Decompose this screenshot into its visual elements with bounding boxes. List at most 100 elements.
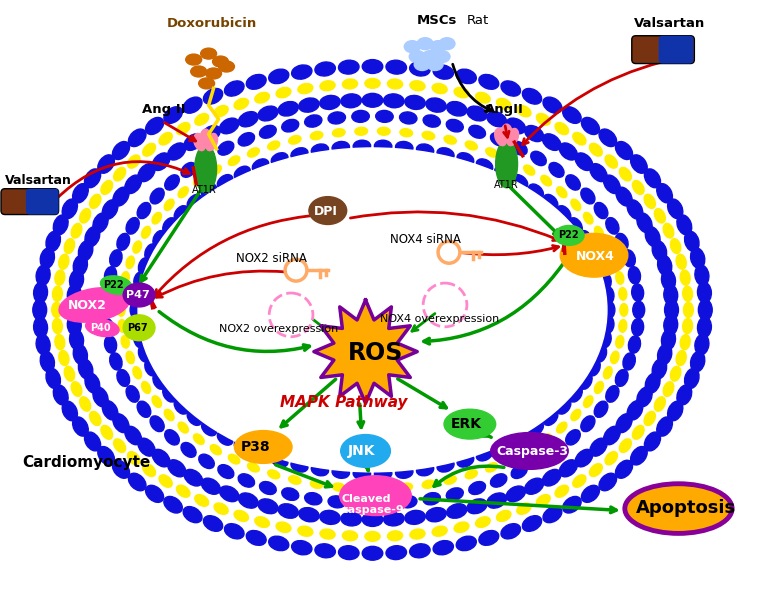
Ellipse shape bbox=[353, 140, 371, 152]
Ellipse shape bbox=[183, 97, 202, 113]
Ellipse shape bbox=[291, 65, 312, 79]
Ellipse shape bbox=[698, 317, 712, 337]
Ellipse shape bbox=[355, 485, 368, 492]
Ellipse shape bbox=[72, 223, 82, 238]
Ellipse shape bbox=[631, 446, 647, 465]
Ellipse shape bbox=[479, 74, 498, 90]
Ellipse shape bbox=[164, 409, 174, 421]
Ellipse shape bbox=[495, 128, 507, 145]
Ellipse shape bbox=[126, 351, 135, 363]
Ellipse shape bbox=[128, 155, 140, 168]
Ellipse shape bbox=[143, 143, 155, 156]
Ellipse shape bbox=[134, 272, 146, 289]
Ellipse shape bbox=[86, 319, 119, 336]
Ellipse shape bbox=[309, 197, 347, 224]
Ellipse shape bbox=[511, 465, 527, 478]
Ellipse shape bbox=[556, 422, 567, 433]
Ellipse shape bbox=[505, 454, 517, 464]
Ellipse shape bbox=[55, 335, 65, 350]
Ellipse shape bbox=[164, 175, 180, 190]
Ellipse shape bbox=[457, 454, 474, 467]
Ellipse shape bbox=[517, 503, 531, 514]
Text: AT1R: AT1R bbox=[192, 185, 216, 195]
Ellipse shape bbox=[599, 473, 616, 491]
Ellipse shape bbox=[218, 174, 233, 189]
Ellipse shape bbox=[253, 159, 269, 172]
Ellipse shape bbox=[365, 78, 380, 88]
Text: AT1R: AT1R bbox=[494, 180, 518, 190]
Ellipse shape bbox=[339, 545, 359, 560]
Ellipse shape bbox=[69, 270, 84, 290]
Ellipse shape bbox=[33, 282, 47, 303]
Ellipse shape bbox=[121, 336, 129, 348]
Ellipse shape bbox=[602, 316, 614, 333]
Ellipse shape bbox=[247, 531, 266, 545]
Ellipse shape bbox=[559, 143, 578, 160]
Ellipse shape bbox=[218, 141, 234, 155]
Ellipse shape bbox=[430, 41, 446, 52]
Ellipse shape bbox=[80, 209, 91, 223]
Text: NOX2 overexpression: NOX2 overexpression bbox=[218, 324, 338, 334]
Text: NOX4 siRNA: NOX4 siRNA bbox=[390, 233, 461, 246]
Ellipse shape bbox=[664, 315, 678, 335]
Ellipse shape bbox=[55, 270, 65, 285]
Ellipse shape bbox=[664, 284, 678, 305]
Ellipse shape bbox=[174, 398, 188, 414]
Ellipse shape bbox=[409, 62, 430, 76]
Ellipse shape bbox=[104, 336, 116, 353]
Ellipse shape bbox=[476, 448, 492, 461]
Ellipse shape bbox=[467, 106, 487, 121]
Ellipse shape bbox=[33, 300, 46, 320]
Ellipse shape bbox=[205, 68, 221, 79]
Ellipse shape bbox=[632, 284, 644, 301]
Ellipse shape bbox=[405, 510, 425, 524]
Ellipse shape bbox=[310, 480, 323, 488]
Ellipse shape bbox=[304, 492, 322, 505]
Ellipse shape bbox=[100, 276, 132, 294]
Ellipse shape bbox=[476, 159, 492, 172]
Ellipse shape bbox=[153, 373, 166, 389]
Ellipse shape bbox=[193, 176, 204, 186]
Ellipse shape bbox=[238, 474, 255, 487]
Ellipse shape bbox=[36, 335, 50, 355]
Text: Rat: Rat bbox=[467, 14, 489, 27]
Ellipse shape bbox=[150, 416, 164, 432]
Ellipse shape bbox=[342, 79, 358, 89]
Ellipse shape bbox=[152, 449, 170, 467]
Ellipse shape bbox=[555, 123, 568, 135]
Ellipse shape bbox=[645, 169, 661, 188]
Ellipse shape bbox=[33, 317, 47, 337]
Ellipse shape bbox=[416, 464, 434, 476]
Ellipse shape bbox=[64, 366, 75, 381]
Ellipse shape bbox=[594, 226, 603, 239]
Ellipse shape bbox=[603, 366, 612, 379]
Ellipse shape bbox=[496, 98, 511, 110]
Ellipse shape bbox=[362, 94, 383, 107]
Ellipse shape bbox=[537, 114, 550, 125]
Ellipse shape bbox=[46, 231, 60, 252]
Ellipse shape bbox=[658, 345, 672, 365]
Ellipse shape bbox=[218, 465, 234, 478]
Ellipse shape bbox=[117, 303, 125, 316]
Ellipse shape bbox=[214, 503, 228, 514]
Ellipse shape bbox=[66, 300, 81, 320]
Ellipse shape bbox=[102, 200, 118, 219]
Ellipse shape bbox=[486, 148, 498, 157]
Ellipse shape bbox=[698, 282, 712, 303]
Ellipse shape bbox=[75, 101, 670, 518]
Ellipse shape bbox=[118, 287, 126, 300]
Ellipse shape bbox=[386, 545, 406, 560]
Ellipse shape bbox=[594, 258, 607, 275]
Ellipse shape bbox=[685, 231, 699, 252]
Ellipse shape bbox=[195, 114, 209, 125]
Text: P40: P40 bbox=[91, 323, 111, 333]
Ellipse shape bbox=[320, 510, 340, 524]
Ellipse shape bbox=[152, 213, 161, 224]
Ellipse shape bbox=[80, 397, 91, 411]
Ellipse shape bbox=[670, 239, 681, 253]
Ellipse shape bbox=[104, 267, 116, 284]
Ellipse shape bbox=[444, 409, 495, 439]
Ellipse shape bbox=[164, 497, 183, 513]
Ellipse shape bbox=[131, 316, 143, 333]
Ellipse shape bbox=[365, 531, 380, 541]
